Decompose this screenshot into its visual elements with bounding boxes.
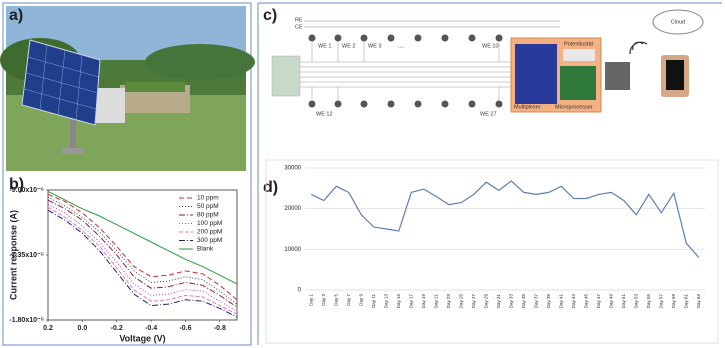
series-line bbox=[311, 180, 700, 258]
series-line bbox=[47, 206, 238, 315]
legend-label: 10 ppm bbox=[197, 195, 219, 202]
x-tick-label: Day 53 bbox=[633, 294, 638, 309]
x-tick-label: -0.2 bbox=[111, 325, 123, 332]
cloud-label: Cloud bbox=[671, 19, 685, 25]
series-line bbox=[47, 209, 238, 318]
electrode-label: .... bbox=[398, 43, 405, 49]
x-tick-label: Day 3 bbox=[321, 294, 326, 306]
y-tick-label: -9.00x10⁻⁶ bbox=[9, 187, 44, 194]
x-tick-label: Day 63 bbox=[696, 294, 701, 309]
x-tick-label: Day 51 bbox=[621, 294, 626, 309]
electrode-label: WE 3 bbox=[368, 43, 381, 49]
y-tick-label: 30000 bbox=[284, 166, 301, 172]
legend-label: 100 ppM bbox=[197, 220, 222, 227]
electrode-label: WE 2 bbox=[342, 43, 355, 49]
x-tick-label: Day 41 bbox=[558, 294, 563, 309]
y-tick-label: 10000 bbox=[284, 247, 301, 253]
x-tick-label: Day 47 bbox=[596, 294, 601, 309]
x-tick-label: Day 31 bbox=[496, 294, 501, 309]
x-tick-label: Day 61 bbox=[683, 294, 688, 309]
series-line bbox=[47, 190, 238, 285]
y-tick-label: -1.35x10⁻⁵ bbox=[9, 252, 44, 259]
ce-label: CE bbox=[295, 24, 303, 30]
left-frame bbox=[2, 2, 252, 346]
electrode-label: WE 12 bbox=[316, 111, 333, 117]
microprocessor-label: Microprocessor bbox=[555, 104, 593, 110]
x-tick-label: Day 17 bbox=[408, 294, 413, 309]
x-tick-label: -0.8 bbox=[214, 325, 226, 332]
legend-label: 300 ppM bbox=[197, 237, 222, 244]
x-tick-label: Day 21 bbox=[433, 294, 438, 309]
x-tick-label: Day 15 bbox=[396, 294, 401, 309]
x-tick-label: Day 19 bbox=[421, 294, 426, 309]
x-tick-label: Day 45 bbox=[583, 294, 588, 309]
x-tick-label: Day 59 bbox=[671, 294, 676, 309]
x-tick-label: Day 9 bbox=[358, 294, 363, 306]
x-tick-label: 0.2 bbox=[43, 325, 53, 332]
x-tick-label: Day 5 bbox=[333, 294, 338, 306]
x-tick-label: -0.6 bbox=[179, 325, 191, 332]
x-tick-label: Day 11 bbox=[371, 294, 376, 308]
x-tick-label: Day 39 bbox=[546, 294, 551, 309]
x-tick-label: Day 35 bbox=[521, 294, 526, 309]
series-line bbox=[47, 196, 238, 305]
electrode-label: WE 10 bbox=[482, 43, 499, 49]
chart-frame bbox=[265, 159, 719, 344]
x-tick-label: Day 29 bbox=[483, 294, 488, 309]
panel-label: b) bbox=[9, 176, 24, 193]
x-tick-label: Day 37 bbox=[533, 294, 538, 309]
y-tick-label: 0 bbox=[298, 288, 302, 294]
legend-label: 80 ppM bbox=[197, 212, 219, 219]
y-axis-label: Current response (A) bbox=[8, 210, 18, 300]
series-line bbox=[47, 193, 238, 301]
x-tick-label: Day 43 bbox=[571, 294, 576, 309]
diagram: RE CE WE 1 WE 2 WE 3 .... WE 10 WE 12 WE… bbox=[271, 9, 704, 117]
series-line bbox=[47, 199, 238, 308]
legend-label: Blank bbox=[197, 246, 214, 253]
x-tick-label: 0.0 bbox=[77, 325, 87, 332]
re-label: RE bbox=[295, 17, 303, 23]
panel-label: d) bbox=[263, 179, 278, 196]
electrode-label: WE 1 bbox=[318, 43, 331, 49]
potentiostat-label: Potentiostat bbox=[564, 41, 594, 47]
x-tick-label: Day 25 bbox=[458, 294, 463, 309]
x-tick-label: Day 33 bbox=[508, 294, 513, 309]
x-tick-label: Day 55 bbox=[646, 294, 651, 309]
x-axis-label: Voltage (V) bbox=[119, 333, 165, 343]
panel-label: c) bbox=[263, 7, 277, 24]
x-tick-label: Day 1 bbox=[308, 294, 313, 306]
multiplexer-label: Multiplexer bbox=[514, 104, 541, 110]
y-tick-label: 20000 bbox=[284, 206, 301, 212]
electrode-label: WE 27 bbox=[480, 111, 497, 117]
x-tick-label: Day 27 bbox=[471, 294, 476, 309]
x-tick-label: Day 7 bbox=[346, 294, 351, 306]
photo bbox=[0, 6, 255, 171]
y-tick-label: -1.80x10⁻⁵ bbox=[9, 317, 44, 324]
x-tick-label: Day 23 bbox=[446, 294, 451, 309]
panel-label: a) bbox=[9, 7, 23, 24]
x-tick-label: Day 57 bbox=[658, 294, 663, 309]
x-tick-label: -0.4 bbox=[145, 325, 157, 332]
x-tick-label: Day 49 bbox=[608, 294, 613, 309]
x-tick-label: Day 13 bbox=[383, 294, 388, 309]
legend-label: 200 ppM bbox=[197, 229, 222, 236]
legend-label: 50 ppM bbox=[197, 203, 219, 210]
